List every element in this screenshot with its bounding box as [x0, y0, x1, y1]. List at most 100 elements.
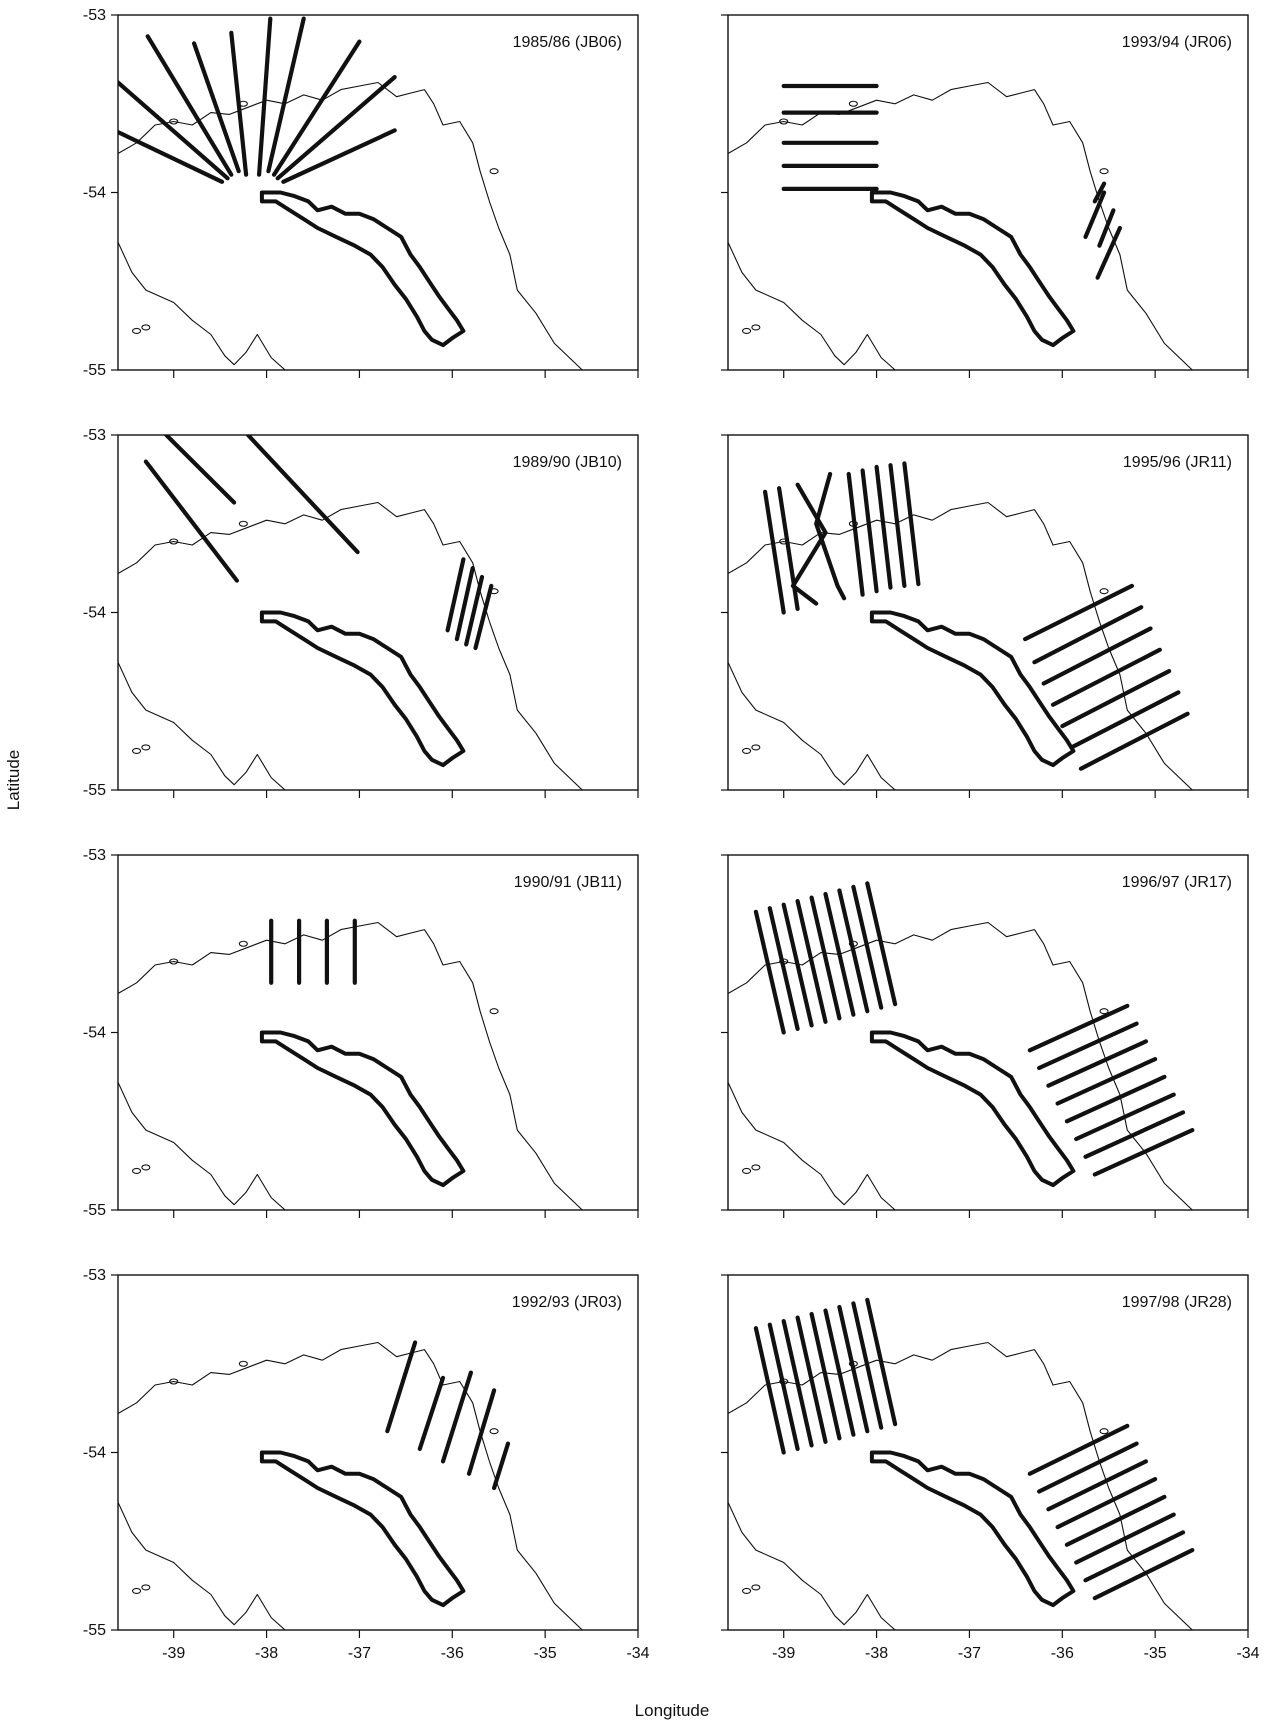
x-tick-label: -36 — [441, 1645, 464, 1662]
survey-track — [795, 1315, 828, 1444]
islet — [1099, 588, 1109, 595]
survey-track — [767, 1322, 800, 1451]
survey-track — [1064, 1494, 1167, 1547]
survey-track — [245, 435, 360, 555]
islet — [848, 100, 858, 107]
survey-track — [1022, 583, 1134, 642]
x-tick-label: -34 — [1236, 1645, 1259, 1662]
survey-track — [1083, 1530, 1186, 1583]
panel-frame — [117, 434, 639, 791]
survey-track — [753, 1326, 786, 1455]
map-panel: 1989/90 (JB10) -53 -54 -55 — [83, 427, 639, 799]
survey-track — [257, 16, 273, 177]
map-panel: 1993/94 (JR06) — [721, 14, 1249, 378]
coastline — [728, 81, 1193, 370]
map-panel: 1996/97 (JR17) — [721, 854, 1249, 1218]
islet — [169, 958, 179, 965]
islet — [238, 1360, 248, 1367]
island-outline — [869, 190, 1076, 348]
survey-track — [753, 909, 786, 1035]
survey-track — [1083, 1110, 1186, 1159]
survey-track — [1037, 1441, 1139, 1494]
survey-label: 1985/86 (JB06) — [513, 34, 622, 51]
y-tick-label: -54 — [83, 605, 106, 622]
survey-track — [902, 461, 921, 587]
survey-track — [767, 906, 800, 1031]
survey-track — [1097, 208, 1116, 248]
coastline — [728, 921, 1193, 1210]
survey-track — [1064, 1074, 1167, 1124]
survey-track — [118, 130, 225, 184]
survey-track — [1050, 647, 1162, 707]
panel-frame — [727, 434, 1249, 791]
coastline — [118, 81, 583, 370]
y-tick-label: -53 — [83, 1267, 106, 1284]
coastline — [728, 241, 896, 370]
survey-track — [1046, 1039, 1148, 1088]
islet — [489, 168, 499, 175]
survey-track — [763, 489, 786, 615]
survey-track — [281, 128, 397, 184]
coastline — [118, 921, 583, 1210]
map-content — [118, 16, 583, 370]
islet — [238, 940, 248, 947]
coastline — [728, 1341, 1193, 1630]
y-tick-label: -55 — [83, 1202, 106, 1219]
islet — [132, 327, 142, 335]
islet — [132, 1167, 142, 1174]
coastline — [728, 661, 896, 790]
survey-track — [229, 30, 249, 177]
islet — [751, 1164, 761, 1171]
coastline — [118, 1341, 583, 1630]
survey-track — [809, 1311, 842, 1441]
y-axis-label: Latitude — [4, 750, 23, 811]
survey-track — [846, 471, 865, 597]
islet — [779, 118, 789, 125]
island-outline — [869, 1450, 1076, 1608]
map-panel: 1992/93 (JR03) -53 -54 -55 -39 -38 -37 -36 -35 -3… — [83, 1267, 650, 1662]
survey-track — [1078, 711, 1190, 771]
islet — [751, 744, 761, 751]
coastline — [118, 661, 286, 790]
islet — [1099, 1008, 1109, 1015]
panel-frame — [727, 14, 1249, 371]
survey-track — [1027, 1423, 1130, 1476]
islet — [141, 1584, 151, 1591]
panel-frame — [727, 854, 1249, 1211]
y-tick-label: -55 — [83, 1622, 106, 1639]
survey-track — [874, 464, 893, 590]
islet — [238, 520, 248, 527]
islet — [751, 324, 761, 331]
survey-track — [440, 1370, 473, 1464]
islet — [169, 538, 179, 545]
survey-track — [143, 459, 239, 583]
islet — [141, 744, 151, 751]
x-tick-label: -39 — [162, 1645, 185, 1662]
island-outline — [259, 1030, 466, 1188]
map-content — [728, 1297, 1195, 1630]
survey-track — [790, 482, 828, 606]
survey-track — [445, 557, 466, 633]
islet — [169, 1378, 179, 1385]
survey-track — [823, 891, 856, 1017]
y-tick-label: -55 — [83, 362, 106, 379]
survey-track — [417, 1375, 446, 1451]
x-tick-label: -37 — [348, 1645, 371, 1662]
islet — [141, 1164, 151, 1171]
survey-track — [466, 1388, 497, 1476]
map-content — [728, 881, 1195, 1210]
panel-frame — [117, 854, 639, 1211]
survey-track — [1074, 1092, 1176, 1142]
survey-label: 1996/97 (JR17) — [1122, 874, 1232, 891]
survey-label: 1990/91 (JB11) — [514, 874, 622, 891]
coastline — [118, 1081, 286, 1210]
survey-track — [1092, 1128, 1195, 1177]
map-content — [728, 81, 1193, 370]
map-content — [118, 435, 583, 790]
coastline — [118, 1501, 286, 1630]
x-tick-label: -38 — [865, 1645, 888, 1662]
x-tick-label: -38 — [255, 1645, 278, 1662]
panel-frame — [117, 1274, 639, 1631]
islet — [132, 1587, 142, 1594]
